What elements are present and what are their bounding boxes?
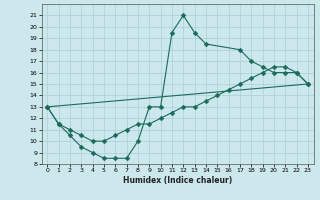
- X-axis label: Humidex (Indice chaleur): Humidex (Indice chaleur): [123, 176, 232, 185]
